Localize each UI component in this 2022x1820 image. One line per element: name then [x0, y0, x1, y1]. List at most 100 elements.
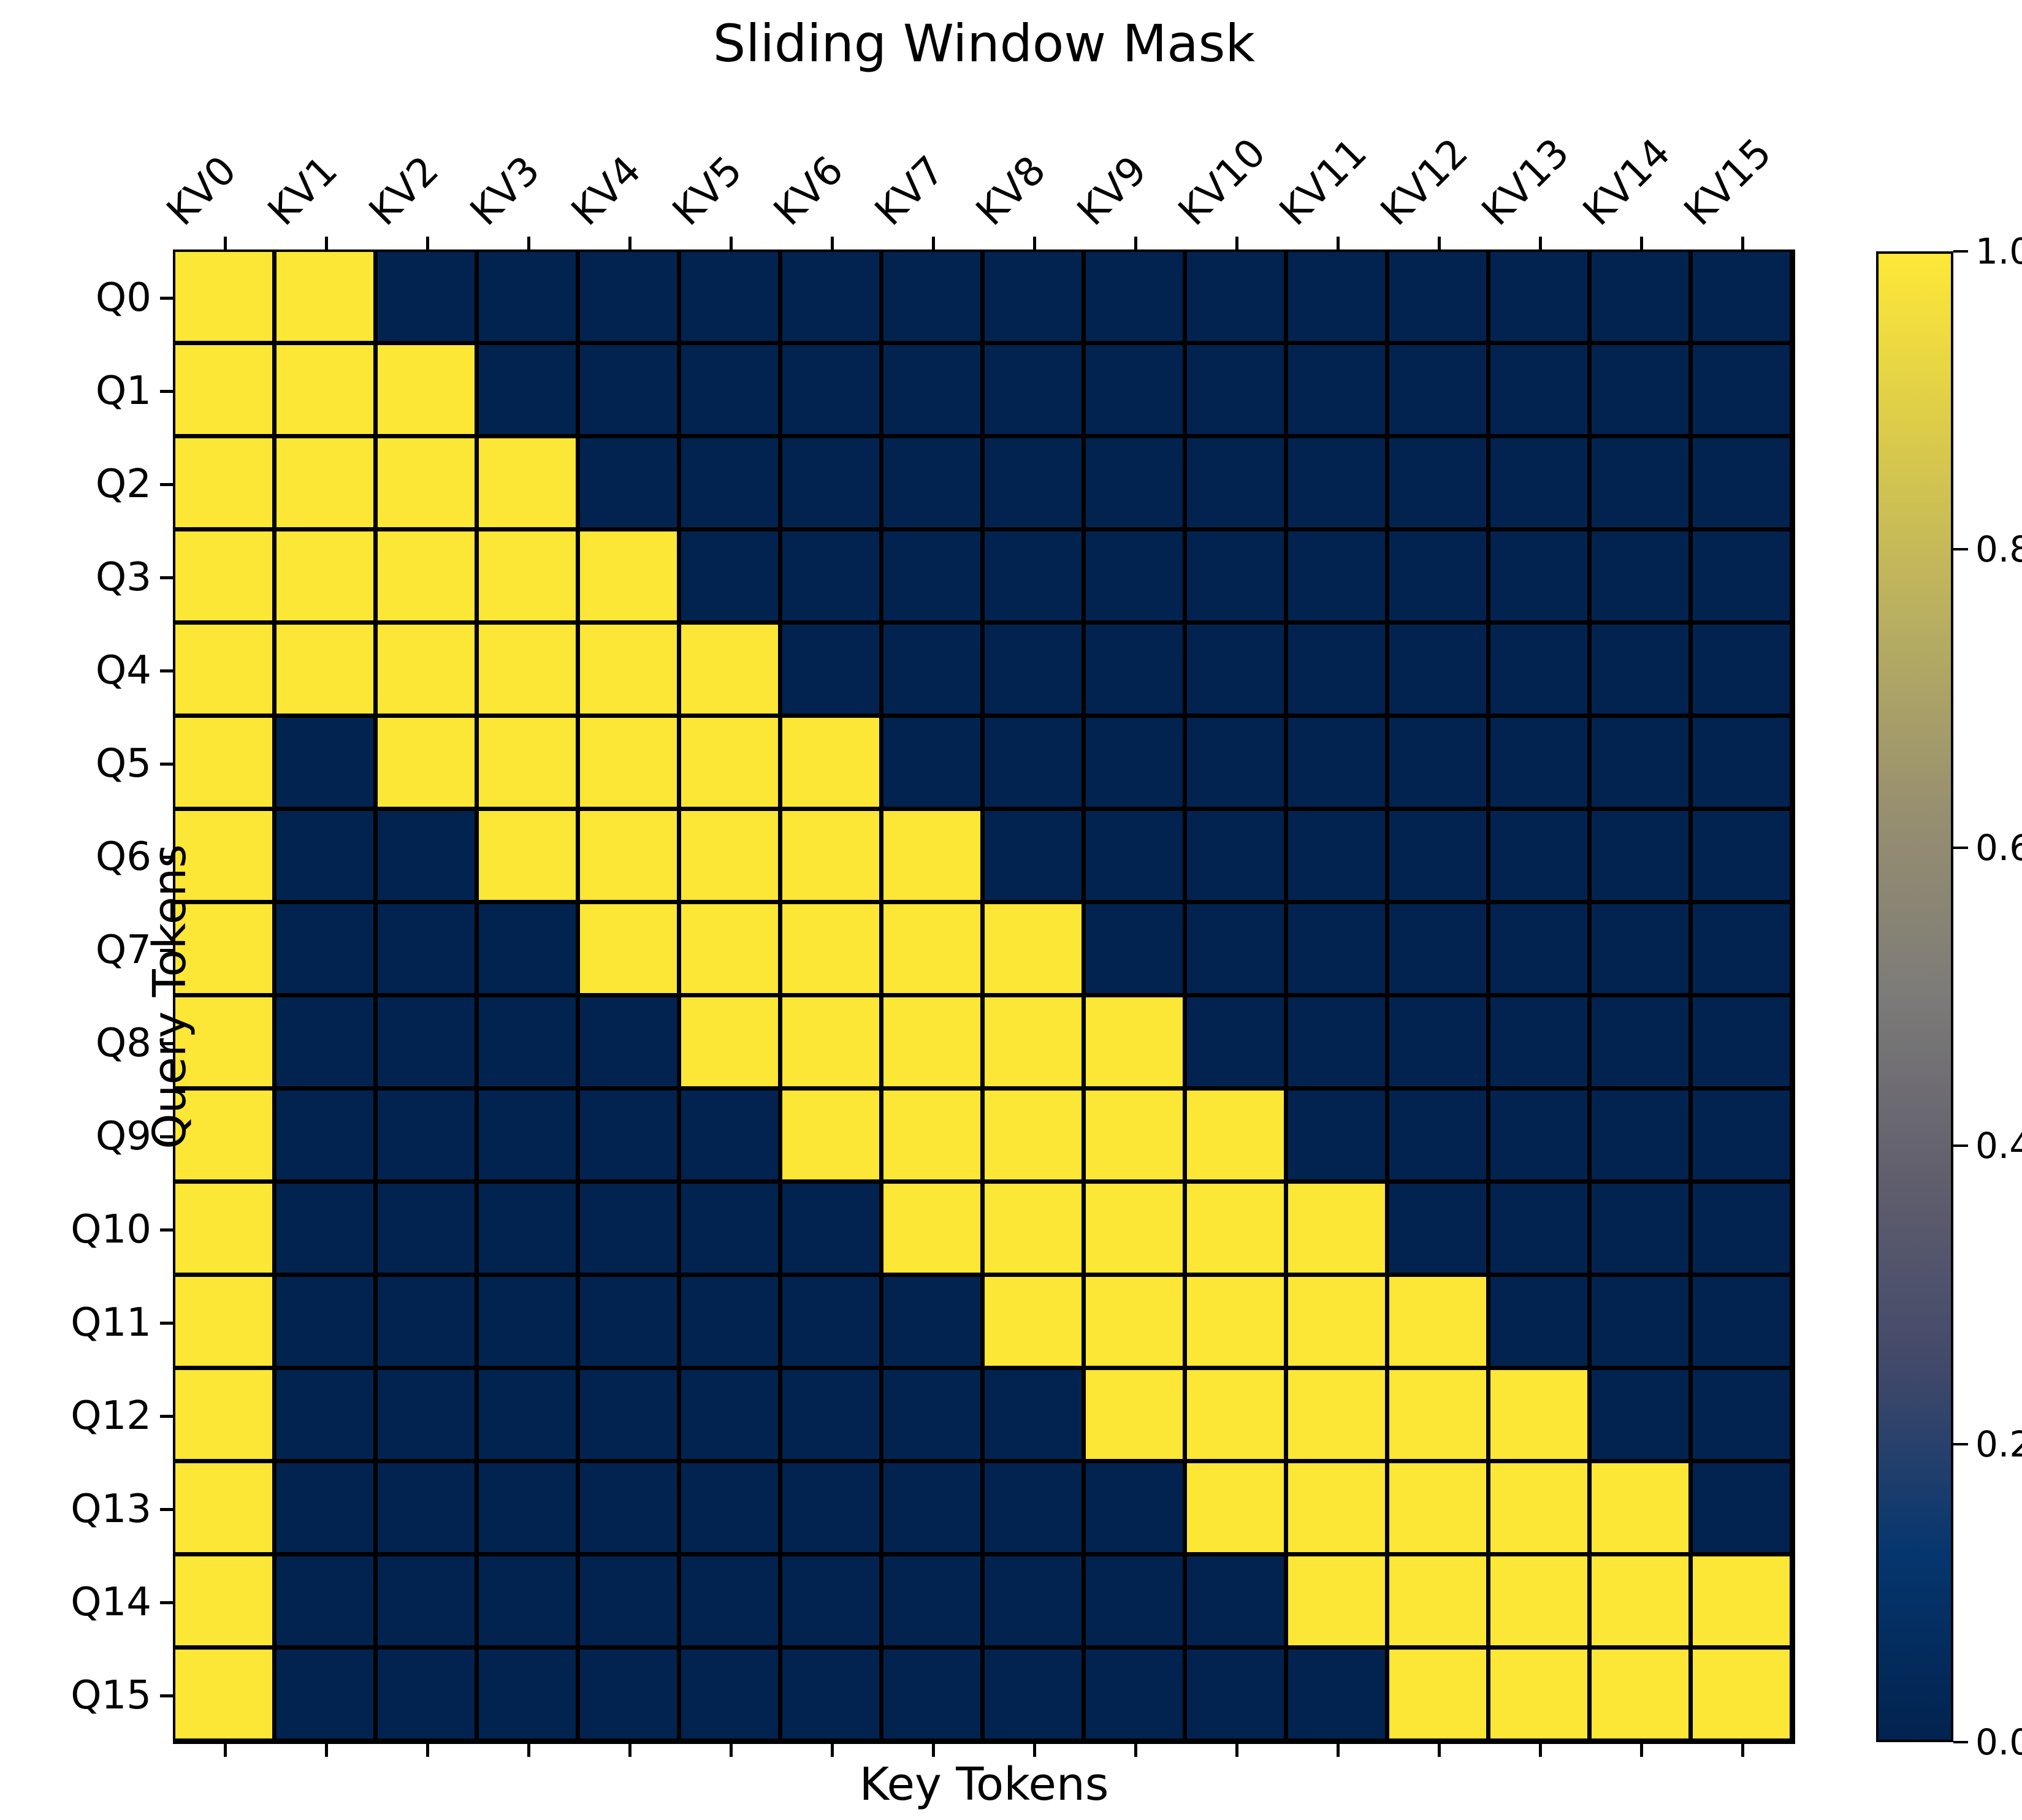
mask-cell-Q4-KV3: [479, 625, 576, 714]
y-tick-Q2: [160, 482, 175, 486]
mask-cell-Q10-KV15: [1693, 1184, 1790, 1273]
y-tick-Q7: [160, 948, 175, 952]
mask-cell-Q12-KV6: [782, 1370, 879, 1459]
mask-cell-Q10-KV14: [1592, 1184, 1688, 1273]
x-tick-bottom-KV10: [1235, 1742, 1238, 1757]
mask-cell-Q6-KV14: [1592, 811, 1688, 900]
y-tick-Q5: [160, 762, 175, 766]
mask-cell-Q5-KV9: [1086, 718, 1183, 807]
mask-cell-Q12-KV5: [681, 1370, 778, 1459]
mask-cell-Q14-KV6: [782, 1556, 879, 1645]
mask-cell-Q9-KV0: [175, 1091, 272, 1179]
mask-cell-Q10-KV8: [985, 1184, 1082, 1273]
x-tick-top-KV15: [1741, 237, 1744, 251]
mask-cell-Q11-KV7: [883, 1277, 980, 1366]
mask-cell-Q1-KV5: [681, 345, 778, 434]
mask-cell-Q3-KV11: [1288, 531, 1385, 620]
mask-cell-Q8-KV8: [985, 997, 1082, 1086]
mask-cell-Q12-KV7: [883, 1370, 980, 1459]
mask-cell-Q4-KV14: [1592, 625, 1688, 714]
mask-cell-Q0-KV8: [985, 252, 1082, 341]
colorbar-tick-label-0.8: 0.8: [1975, 528, 2022, 571]
x-tick-bottom-KV9: [1134, 1742, 1137, 1757]
mask-cell-Q9-KV1: [277, 1091, 373, 1179]
y-tick-label-Q13: Q13: [71, 1487, 151, 1532]
y-tick-Q12: [160, 1414, 175, 1418]
mask-cell-Q6-KV2: [378, 811, 475, 900]
mask-cell-Q11-KV14: [1592, 1277, 1688, 1366]
y-tick-label-Q9: Q9: [95, 1114, 151, 1159]
mask-cell-Q2-KV11: [1288, 438, 1385, 527]
mask-cell-Q10-KV4: [580, 1184, 677, 1273]
mask-cell-Q14-KV11: [1288, 1556, 1385, 1645]
x-tick-label-KV3: KV3: [461, 147, 549, 235]
mask-cell-Q11-KV5: [681, 1277, 778, 1366]
x-tick-top-KV14: [1640, 237, 1643, 251]
mask-cell-Q0-KV15: [1693, 252, 1790, 341]
mask-cell-Q9-KV10: [1187, 1091, 1284, 1179]
mask-cell-Q5-KV13: [1490, 718, 1587, 807]
mask-cell-Q14-KV8: [985, 1556, 1082, 1645]
mask-cell-Q8-KV14: [1592, 997, 1688, 1086]
mask-cell-Q13-KV5: [681, 1463, 778, 1552]
mask-cell-Q10-KV13: [1490, 1184, 1587, 1273]
mask-cell-Q4-KV1: [277, 625, 373, 714]
mask-cell-Q13-KV7: [883, 1463, 980, 1552]
mask-cell-Q4-KV4: [580, 625, 677, 714]
chart-title: Sliding Window Mask: [712, 13, 1256, 74]
x-tick-label-KV2: KV2: [360, 147, 448, 235]
mask-cell-Q4-KV15: [1693, 625, 1790, 714]
y-tick-label-Q12: Q12: [71, 1393, 151, 1439]
mask-cell-Q7-KV15: [1693, 904, 1790, 993]
mask-cell-Q14-KV12: [1389, 1556, 1486, 1645]
mask-cell-Q5-KV11: [1288, 718, 1385, 807]
mask-cell-Q6-KV11: [1288, 811, 1385, 900]
x-tick-top-KV4: [628, 237, 631, 251]
mask-cell-Q5-KV15: [1693, 718, 1790, 807]
x-tick-label-KV12: KV12: [1372, 130, 1477, 235]
mask-cell-Q7-KV7: [883, 904, 980, 993]
colorbar-tick-label-0.6: 0.6: [1975, 826, 2022, 869]
mask-cell-Q11-KV11: [1288, 1277, 1385, 1366]
mask-cell-Q5-KV12: [1389, 718, 1486, 807]
mask-cell-Q6-KV10: [1187, 811, 1284, 900]
mask-cell-Q2-KV7: [883, 438, 980, 527]
x-tick-top-KV0: [224, 237, 227, 251]
mask-cell-Q13-KV11: [1288, 1463, 1385, 1552]
colorbar-tick-0.2: [1953, 1442, 1968, 1445]
mask-cell-Q7-KV10: [1187, 904, 1284, 993]
mask-cell-Q12-KV12: [1389, 1370, 1486, 1459]
mask-cell-Q12-KV8: [985, 1370, 1082, 1459]
mask-cell-Q5-KV5: [681, 718, 778, 807]
mask-cell-Q7-KV1: [277, 904, 373, 993]
mask-cell-Q10-KV11: [1288, 1184, 1385, 1273]
x-tick-top-KV3: [527, 237, 530, 251]
mask-cell-Q1-KV13: [1490, 345, 1587, 434]
x-tick-bottom-KV1: [325, 1742, 328, 1757]
mask-cell-Q7-KV3: [479, 904, 576, 993]
mask-cell-Q5-KV10: [1187, 718, 1284, 807]
mask-cell-Q9-KV3: [479, 1091, 576, 1179]
mask-cell-Q1-KV4: [580, 345, 677, 434]
mask-cell-Q6-KV6: [782, 811, 879, 900]
mask-cell-Q14-KV2: [378, 1556, 475, 1645]
mask-cell-Q6-KV8: [985, 811, 1082, 900]
mask-cell-Q1-KV7: [883, 345, 980, 434]
x-tick-label-KV6: KV6: [765, 147, 852, 235]
mask-cell-Q10-KV10: [1187, 1184, 1284, 1273]
mask-cell-Q13-KV2: [378, 1463, 475, 1552]
mask-cell-Q14-KV7: [883, 1556, 980, 1645]
mask-cell-Q10-KV2: [378, 1184, 475, 1273]
mask-cell-Q7-KV12: [1389, 904, 1486, 993]
mask-cell-Q0-KV5: [681, 252, 778, 341]
x-tick-top-KV6: [831, 237, 834, 251]
mask-cell-Q15-KV15: [1693, 1650, 1790, 1738]
mask-cell-Q7-KV8: [985, 904, 1082, 993]
mask-cell-Q6-KV12: [1389, 811, 1486, 900]
mask-cell-Q0-KV9: [1086, 252, 1183, 341]
mask-cell-Q15-KV2: [378, 1650, 475, 1738]
x-tick-label-KV9: KV9: [1068, 147, 1156, 235]
mask-cell-Q0-KV6: [782, 252, 879, 341]
mask-cell-Q6-KV7: [883, 811, 980, 900]
mask-cell-Q12-KV15: [1693, 1370, 1790, 1459]
